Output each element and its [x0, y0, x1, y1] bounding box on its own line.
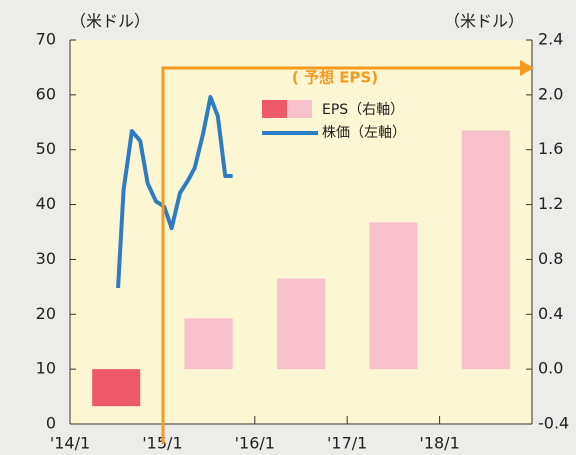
legend-label: 株価（左軸）: [322, 125, 406, 141]
legend-swatch: [262, 100, 287, 118]
y-axis-title: （米ドル）: [70, 12, 150, 31]
y2-tick-label: 0.0: [538, 359, 563, 378]
legend-label: EPS（右軸）: [322, 102, 404, 118]
y-tick-label: 60: [36, 84, 56, 103]
chart: （米ドル） （米ドル） 0 10 20 30 40 50 60 70 -0.4 0.0 0.4 0.8…: [0, 0, 576, 455]
y2-tick-label: 0.8: [538, 249, 563, 268]
y2-tick-label: 1.6: [538, 139, 563, 158]
x-tick-label: '17/1: [327, 434, 367, 453]
bar: [369, 222, 417, 369]
bar: [462, 131, 510, 370]
y-tick-label: 30: [36, 249, 56, 268]
bar: [277, 279, 325, 370]
y2-axis-title: （米ドル）: [444, 12, 524, 31]
y-tick-label: 50: [36, 139, 56, 158]
y-tick-label: 20: [36, 304, 56, 323]
bar: [92, 369, 140, 406]
y-tick-label: 70: [36, 30, 56, 49]
y2-tick-label: 0.4: [538, 304, 563, 323]
y2-tick-label: 2.4: [538, 30, 563, 49]
y-tick-label: 40: [36, 194, 56, 213]
x-tick-label: '14/1: [50, 434, 90, 453]
y2-tick-label: 2.0: [538, 84, 563, 103]
annotation: ( 予想 EPS): [292, 69, 378, 87]
y-tick-label: 0: [46, 414, 56, 433]
y2-tick-label: 1.2: [538, 194, 563, 213]
y2-tick-label: -0.4: [538, 414, 569, 433]
x-tick-label: '16/1: [235, 434, 275, 453]
legend-swatch: [287, 100, 312, 118]
y-tick-label: 10: [36, 359, 56, 378]
x-tick-label: '18/1: [419, 434, 459, 453]
bar: [185, 318, 233, 369]
